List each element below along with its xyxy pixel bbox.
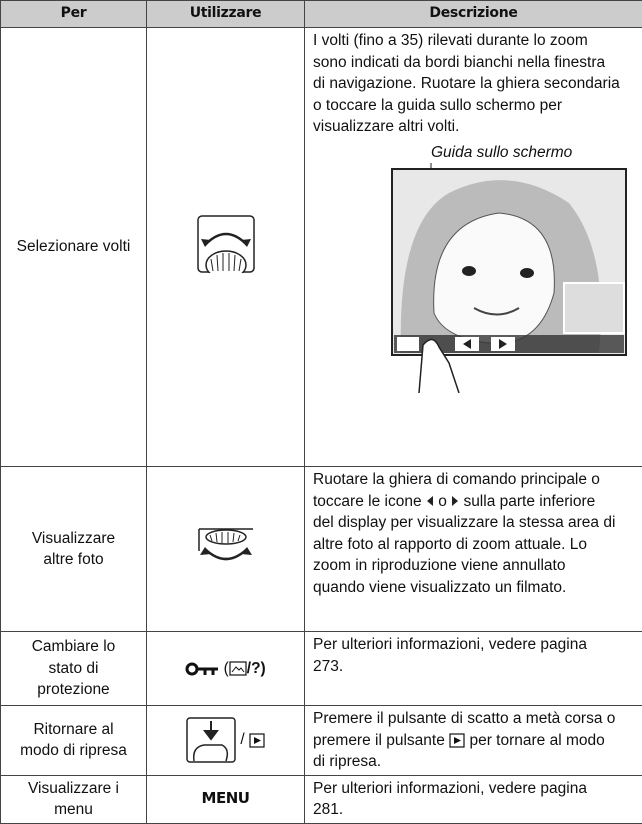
header-cell: Per [1,1,147,28]
page: Zoom in riproduzione {"table": { "header… [0,0,642,777]
caption: Guida sullo schermo [431,142,620,164]
action: Selezionare volti [1,28,147,467]
description: Per ulteriori informazioni, vedere pagin… [305,632,642,706]
description: Per ulteriori informazioni, vedere pagin… [305,775,642,823]
header-cell: Descrizione [305,1,642,28]
picture-control-icon [229,661,247,676]
usage [147,467,305,632]
description: I volti (fino a 35) rilevati durante lo … [305,28,642,467]
protect-key-icon [185,661,219,677]
main-dial-icon [197,521,255,571]
header-cell: Utilizzare [147,1,305,28]
left-icon [426,495,434,507]
usage [147,28,305,467]
action: Visualizzare i menu [1,775,147,823]
usage: / [147,706,305,776]
right-icon [451,495,459,507]
playback-icon [249,733,265,748]
usage-text: /?) [247,660,266,677]
description: Ruotare la ghiera di comando principale … [305,467,642,632]
header-row: Per Utilizzare Descrizione [1,1,642,28]
row: Visualizzare i menu MENU Per ulteriori i… [1,775,642,823]
action: Visualizzare altre foto [1,467,147,632]
description: Premere il pulsante di scatto a metà cor… [305,706,642,776]
shutter-button-icon [186,717,236,763]
usage: MENU [147,775,305,823]
playback-icon [449,733,465,748]
action: Ritornare al modo di ripresa [1,706,147,776]
description-text: I volti (fino a 35) rilevati durante lo … [313,30,620,138]
row: Visualizzare altre foto Ruotare la ghier… [1,467,642,632]
row: Selezionare volti I volti (fino a 35) ri… [1,28,642,467]
row: Ritornare al modo di ripresa / Premere i… [1,706,642,776]
body: Per Utilizzare Descrizione Selezionare v… [0,0,642,777]
usage: (/?) [147,632,305,706]
row: Cambiare lo stato di protezione (/?) Per… [1,632,642,706]
usage-text: / [240,731,244,748]
sub-dial-icon [197,215,255,273]
action: Cambiare lo stato di protezione [1,632,147,706]
screen-illustration [389,163,629,393]
description-text: o [438,493,447,510]
